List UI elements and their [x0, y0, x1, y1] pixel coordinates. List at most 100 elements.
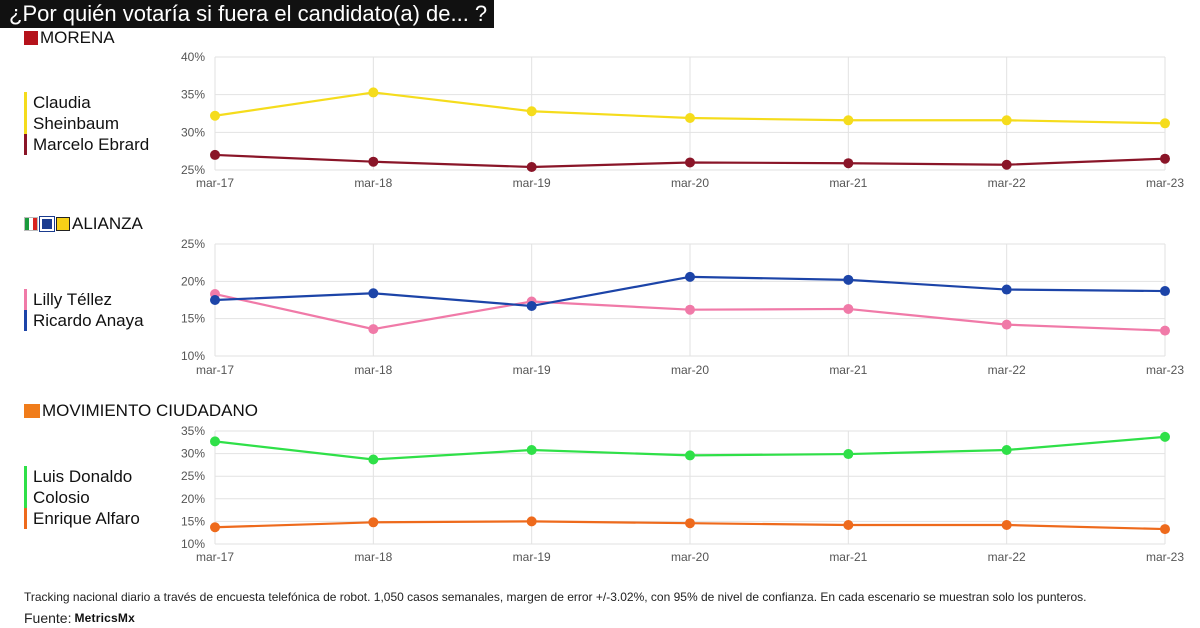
x-tick-label: mar-20	[671, 363, 709, 377]
legend-morena: Claudia Sheinbaum Marcelo Ebrard	[24, 92, 149, 155]
data-point	[843, 520, 854, 531]
y-tick-label: 40%	[181, 50, 205, 64]
legend-label: Lilly Téllez	[33, 290, 113, 309]
data-point	[1001, 284, 1012, 295]
legend-swatch	[24, 310, 27, 331]
x-tick-label: mar-21	[829, 550, 867, 564]
y-tick-label: 15%	[181, 312, 205, 326]
x-tick-label: mar-21	[829, 363, 867, 377]
x-tick-label: mar-23	[1146, 363, 1184, 377]
x-tick-label: mar-17	[196, 176, 234, 190]
data-point	[685, 450, 695, 461]
legend-movimiento-ciudadano: Luis Donaldo Colosio Enrique Alfaro	[24, 466, 140, 529]
data-point	[526, 161, 537, 172]
legend-item: Luis Donaldo Colosio	[24, 466, 140, 508]
legend-label: Marcelo Ebrard	[33, 135, 150, 154]
data-point	[526, 300, 537, 311]
data-point	[1160, 286, 1170, 297]
data-point	[843, 303, 854, 314]
legend-swatch	[24, 92, 27, 134]
party-label: MORENA	[40, 28, 115, 47]
data-point	[843, 115, 854, 126]
legend-swatch	[24, 508, 27, 529]
x-tick-label: mar-22	[988, 363, 1026, 377]
x-tick-label: mar-23	[1146, 176, 1184, 190]
y-tick-label: 25%	[181, 163, 205, 177]
data-point	[368, 87, 379, 98]
data-point	[685, 518, 695, 529]
data-point	[526, 516, 537, 527]
data-point	[1160, 524, 1170, 535]
data-point	[1160, 325, 1170, 336]
legend-label: Ricardo Anaya	[33, 311, 144, 330]
party-heading-morena: MORENA	[24, 28, 115, 48]
legend-item: Marcelo Ebrard	[24, 134, 149, 155]
legend-swatch	[24, 466, 27, 508]
x-tick-label: mar-19	[513, 363, 551, 377]
chart-panel-0: 25% 30% 35% 40% mar-17 mar-18 mar-19 mar-20 mar-…	[181, 50, 1184, 190]
data-point	[210, 436, 220, 447]
data-point	[685, 304, 695, 315]
metricsmx-logo-icon: MetricsMx	[74, 611, 135, 625]
data-point	[210, 149, 220, 160]
legend-item: Ricardo Anaya	[24, 310, 144, 331]
x-tick-label: mar-18	[354, 176, 392, 190]
legend-label: Claudia Sheinbaum	[33, 93, 120, 133]
x-tick-label: mar-17	[196, 550, 234, 564]
data-point	[1001, 319, 1012, 330]
x-tick-label: mar-22	[988, 550, 1026, 564]
source-label: Fuente:	[24, 610, 72, 626]
party-label: MOVIMIENTO CIUDADANO	[42, 401, 258, 420]
y-tick-label: 35%	[181, 88, 205, 102]
data-point	[843, 274, 854, 285]
chart-panel-1: 10% 15% 20% 25% mar-17 mar-18 mar-19 mar-20 mar-…	[181, 237, 1184, 377]
y-tick-label: 15%	[181, 514, 205, 528]
party-heading-alianza: ALIANZA	[24, 214, 143, 234]
x-tick-label: mar-19	[513, 550, 551, 564]
footnote: Tracking nacional diario a través de enc…	[24, 590, 1087, 604]
legend-label: Luis Donaldo Colosio	[33, 467, 133, 507]
legend-swatch	[24, 134, 27, 155]
y-tick-label: 25%	[181, 237, 205, 251]
alianza-logos-icon	[24, 216, 70, 232]
data-point	[1001, 115, 1012, 126]
y-tick-label: 30%	[181, 125, 205, 139]
data-point	[526, 444, 537, 455]
data-point	[1160, 153, 1170, 164]
data-point	[1001, 520, 1012, 531]
data-point	[210, 295, 220, 305]
y-tick-label: 35%	[181, 424, 205, 438]
legend-swatch	[24, 289, 27, 310]
legend-item: Enrique Alfaro	[24, 508, 140, 529]
mc-logo-icon	[24, 404, 40, 418]
legend-label: Enrique Alfaro	[33, 509, 140, 528]
data-point	[210, 522, 220, 533]
y-tick-label: 20%	[181, 492, 205, 506]
data-point	[843, 449, 854, 460]
x-tick-label: mar-22	[988, 176, 1026, 190]
data-point	[685, 113, 695, 124]
legend-item: Claudia Sheinbaum	[24, 92, 149, 134]
y-tick-label: 30%	[181, 447, 205, 461]
data-point	[1001, 444, 1012, 455]
data-point	[1160, 118, 1170, 129]
data-point	[368, 288, 379, 299]
y-tick-label: 20%	[181, 274, 205, 288]
data-point	[368, 517, 379, 528]
data-point	[210, 110, 220, 121]
party-label: ALIANZA	[72, 214, 143, 233]
y-tick-label: 25%	[181, 469, 205, 483]
x-tick-label: mar-20	[671, 176, 709, 190]
data-point	[843, 158, 854, 169]
source: Fuente: MetricsMx	[24, 610, 135, 626]
data-point	[368, 324, 379, 335]
data-point	[1160, 431, 1170, 442]
data-point	[368, 156, 379, 167]
legend-alianza: Lilly Téllez Ricardo Anaya	[24, 289, 144, 331]
legend-item: Lilly Téllez	[24, 289, 144, 310]
y-tick-label: 10%	[181, 349, 205, 363]
chart-panel-2: 10% 15% 20% 25% 30% 35% mar-17 mar-18 mar-19 mar-…	[181, 424, 1184, 564]
data-point	[685, 271, 695, 282]
morena-logo-icon	[24, 31, 38, 45]
